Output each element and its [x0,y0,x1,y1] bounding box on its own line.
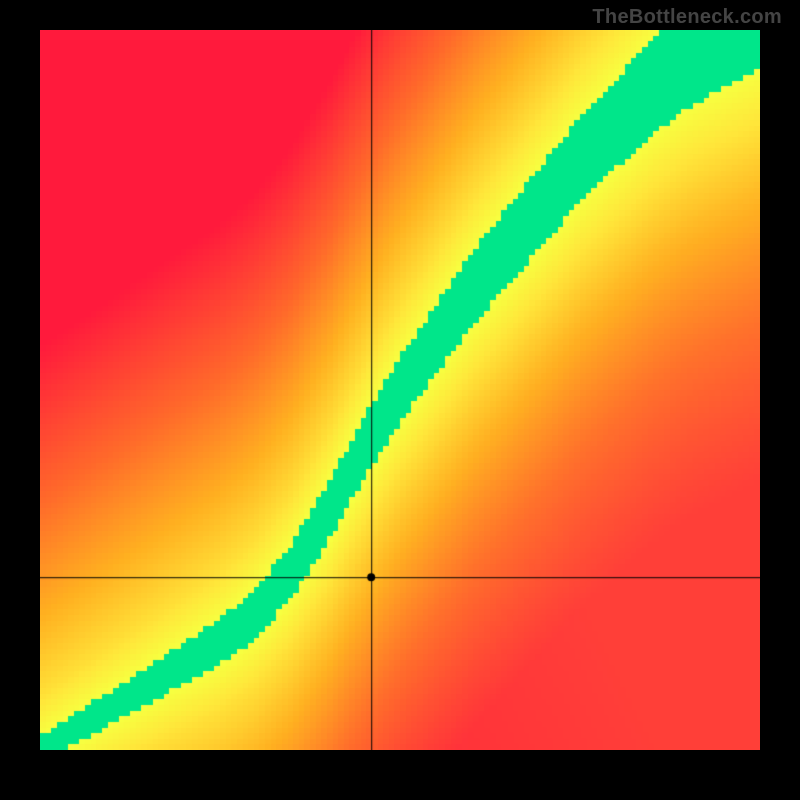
chart-container: TheBottleneck.com [0,0,800,800]
plot-area [40,30,760,750]
heatmap-canvas [40,30,760,750]
watermark-text: TheBottleneck.com [592,6,782,29]
